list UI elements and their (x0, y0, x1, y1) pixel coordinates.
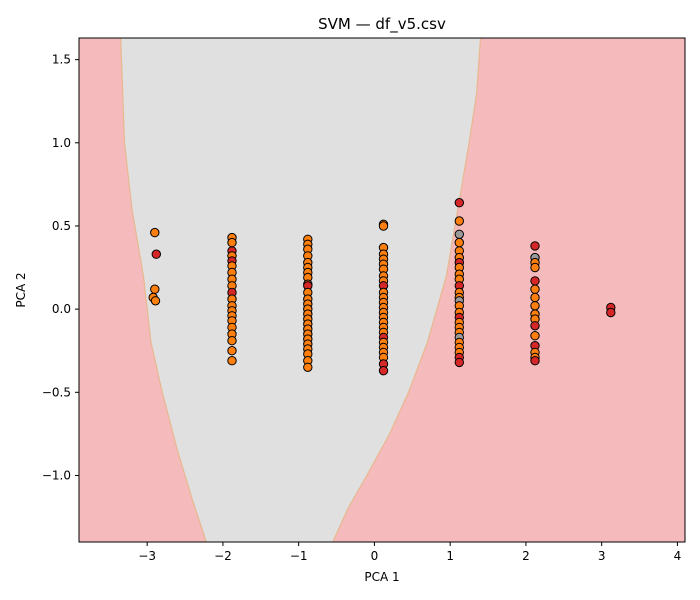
data-point (530, 284, 540, 294)
y-tick-label: 0.0 (52, 302, 71, 316)
data-point (530, 331, 540, 341)
data-point (151, 249, 162, 259)
x-axis-label: PCA 1 (364, 570, 399, 584)
data-point (530, 241, 540, 251)
y-tick-label: 0.5 (52, 219, 71, 233)
points-layer (148, 198, 616, 376)
x-tick-label: 2 (522, 549, 530, 563)
x-tick-label: 3 (598, 549, 606, 563)
y-axis: −1.0 −0.5 0.0 0.5 1.0 1.5 (42, 53, 79, 482)
decision-boundary-right (332, 38, 482, 542)
data-point (530, 276, 540, 286)
x-tick-label: 4 (674, 549, 682, 563)
data-point (227, 237, 237, 248)
decision-boundary-left (120, 38, 207, 542)
data-point (378, 366, 389, 376)
data-point (378, 221, 389, 231)
data-point (454, 237, 464, 248)
x-tick-label: −1 (290, 549, 308, 563)
data-point (530, 356, 540, 366)
data-point (530, 262, 540, 273)
decision-region-center (120, 38, 481, 542)
data-point (530, 321, 540, 331)
data-point (227, 346, 237, 356)
chart-title: SVM — df_v5.csv (318, 15, 446, 34)
data-point (530, 292, 540, 303)
x-axis: −3 −2 −1 0 1 2 3 4 (138, 542, 681, 563)
data-point (606, 307, 616, 318)
y-tick-label: −1.0 (42, 468, 71, 482)
plot-area (79, 38, 685, 542)
data-point (530, 301, 540, 311)
x-tick-label: −2 (214, 549, 232, 563)
data-point (227, 336, 237, 346)
y-tick-label: −0.5 (42, 385, 71, 399)
x-tick-label: −3 (138, 549, 156, 563)
data-point (227, 356, 237, 366)
data-point (454, 229, 464, 240)
data-point (150, 296, 161, 306)
y-axis-label: PCA 2 (14, 272, 28, 307)
y-tick-label: 1.0 (52, 136, 71, 150)
y-tick-label: 1.5 (52, 53, 71, 67)
x-tick-label: 1 (446, 549, 454, 563)
x-tick-label: 0 (371, 549, 379, 563)
data-point (150, 227, 160, 238)
data-point (454, 216, 464, 226)
data-point (303, 362, 313, 372)
data-point (454, 357, 464, 368)
data-point (454, 198, 464, 208)
plot-frame (78, 37, 686, 543)
data-point (150, 284, 160, 294)
